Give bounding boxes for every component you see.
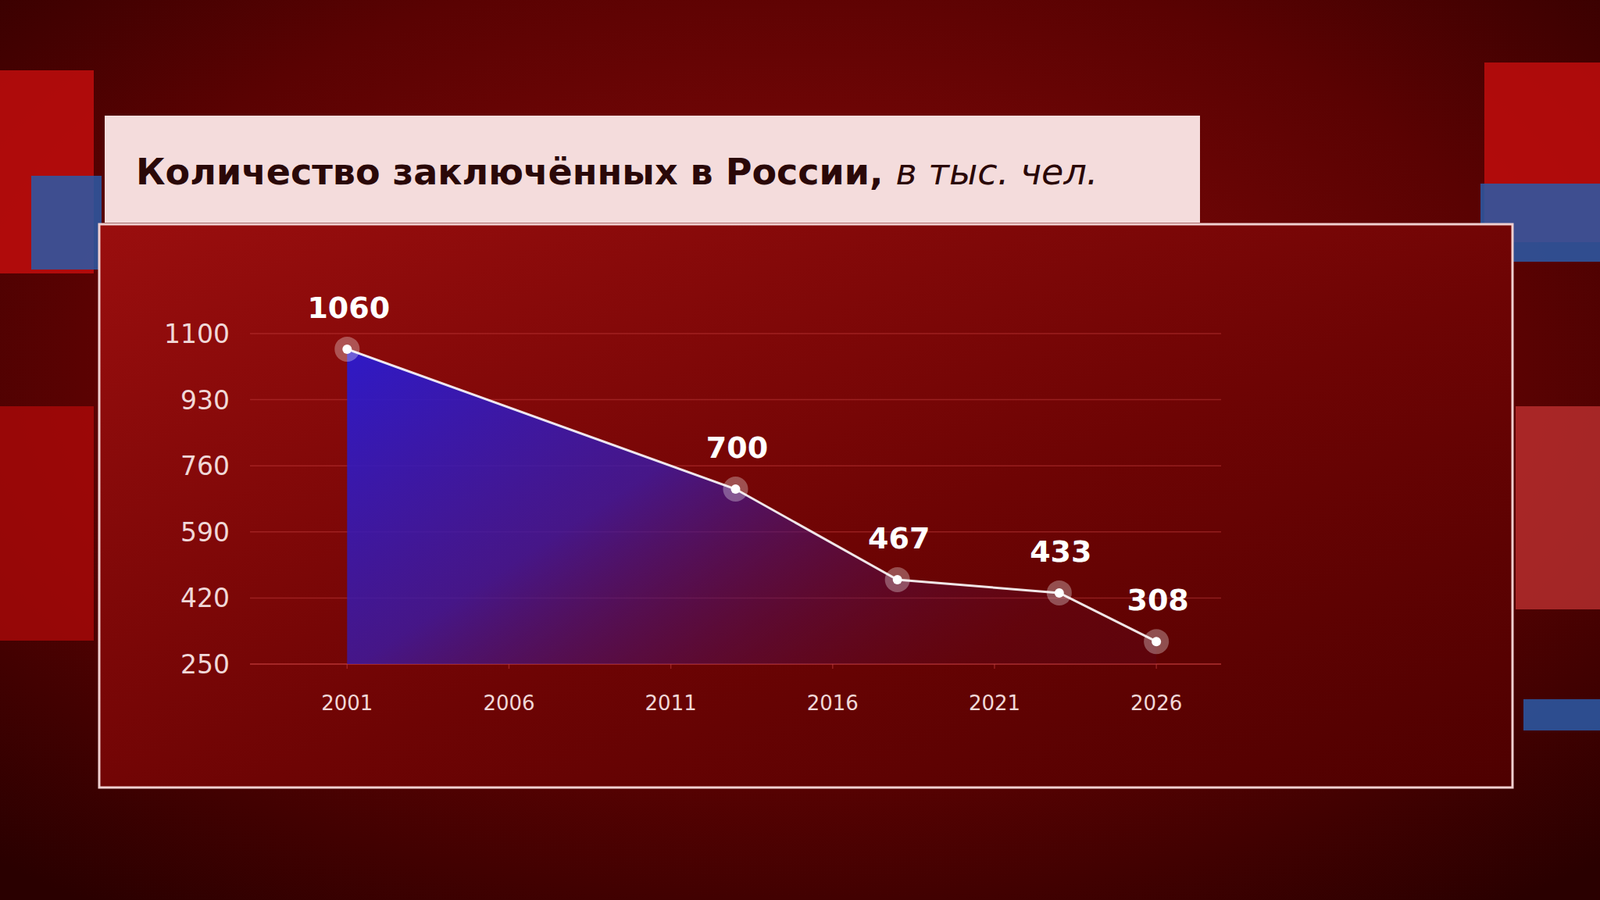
x-tick-label: 2016: [807, 691, 859, 715]
marker-halo: [723, 476, 749, 502]
marker: [1151, 636, 1161, 647]
marker: [1054, 588, 1065, 598]
background: [0, 0, 1600, 900]
y-tick-label: 1100: [164, 318, 230, 350]
chart: Количество заключённых в России, в тыс. …: [0, 0, 1600, 900]
x-tick-label: 2006: [482, 691, 535, 715]
decor: [31, 175, 102, 270]
data-label: 700: [706, 430, 768, 465]
marker-halo: [885, 567, 911, 593]
title: Количество заключённых в России, в тыс. …: [135, 150, 1098, 193]
y-tick-label: 760: [180, 450, 230, 482]
line: [346, 349, 1157, 642]
title-box: [104, 115, 1200, 223]
decor: [1523, 699, 1600, 731]
plot: [334, 336, 1169, 665]
data-label: 308: [1126, 582, 1189, 618]
x-tick: [670, 664, 672, 669]
data-label: 1060: [307, 290, 390, 325]
marker: [892, 575, 903, 585]
x-tick: [832, 664, 834, 669]
marker: [731, 484, 741, 494]
marker-halo: [334, 336, 360, 362]
y-tick-label: 250: [180, 649, 230, 680]
title-text: Количество заключённых в России,: [135, 150, 897, 193]
x-tick: [993, 664, 996, 669]
decor: [0, 406, 94, 641]
y-tick-label: 930: [180, 385, 230, 416]
x-tick: [508, 664, 511, 669]
marker-halo: [1143, 628, 1169, 654]
x-tick-label: 2011: [645, 691, 697, 715]
x-tick-label: 2026: [1130, 691, 1183, 715]
marker-halo: [1046, 580, 1072, 606]
area: [346, 349, 1157, 665]
x-tick-label: 2021: [968, 691, 1021, 715]
panel: [99, 224, 1513, 788]
x-tick: [346, 664, 349, 669]
subtitle-text: в тыс. чел.: [896, 150, 1099, 193]
x-tick: [1155, 664, 1158, 669]
y-tick-label: 590: [180, 517, 230, 548]
decor: [1515, 406, 1600, 610]
grid-line: [250, 332, 1222, 335]
x-tick-label: 2001: [321, 691, 373, 715]
data-label: 433: [1029, 534, 1092, 569]
data-label: 467: [867, 521, 930, 556]
y-tick-label: 420: [180, 582, 230, 614]
marker: [342, 344, 352, 354]
